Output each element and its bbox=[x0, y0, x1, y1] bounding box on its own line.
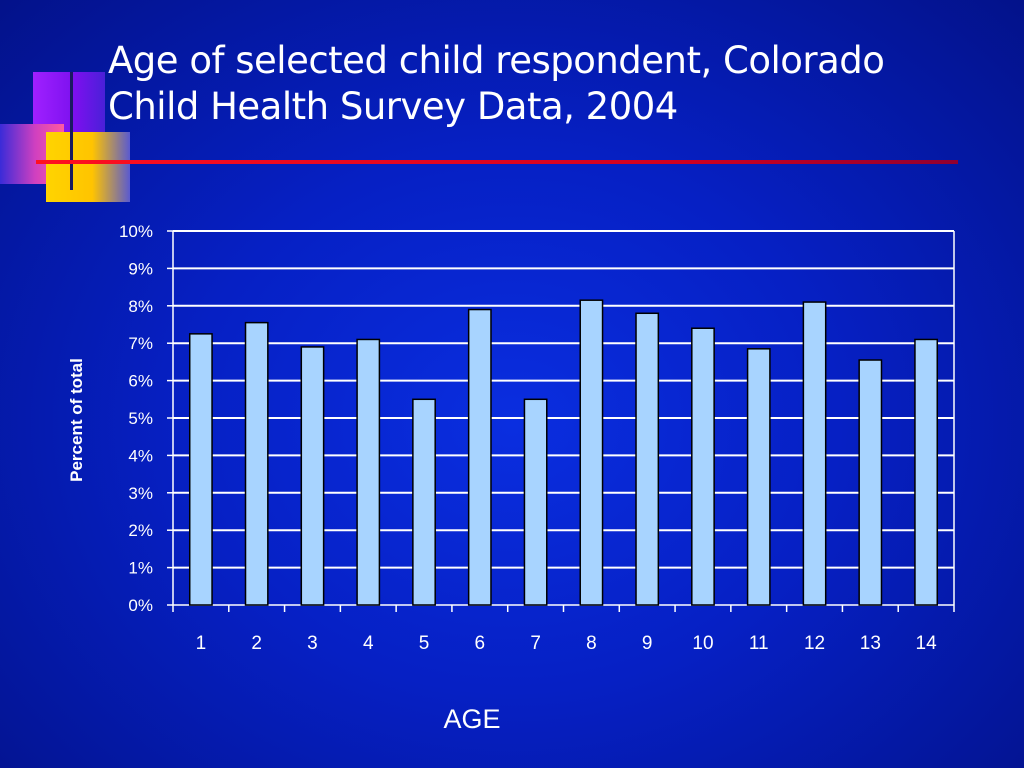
y-tick-label: 9% bbox=[128, 259, 153, 278]
x-tick-label: 10 bbox=[692, 633, 713, 654]
page-title-line-2: Child Health Survey Data, 2004 bbox=[108, 85, 678, 128]
x-tick-label: 3 bbox=[307, 633, 318, 654]
y-tick-label: 6% bbox=[128, 372, 153, 391]
bar bbox=[858, 359, 883, 606]
bar bbox=[467, 308, 492, 606]
bar bbox=[746, 348, 771, 606]
x-tick-label: 1 bbox=[196, 633, 207, 654]
x-tick-label: 4 bbox=[363, 633, 374, 654]
bar bbox=[802, 301, 827, 606]
page-title-line-1: Age of selected child respondent, Colora… bbox=[108, 39, 885, 82]
x-tick-label: 11 bbox=[749, 633, 769, 654]
title-underline-rule bbox=[36, 160, 958, 164]
y-tick-label: 1% bbox=[128, 559, 153, 578]
x-tick-label: 7 bbox=[530, 633, 541, 654]
bar bbox=[300, 346, 325, 606]
bar bbox=[188, 333, 213, 606]
page-title: Age of selected child respondent, Colora… bbox=[108, 38, 988, 130]
x-tick-label: 8 bbox=[586, 633, 597, 654]
bar bbox=[356, 338, 381, 606]
bar bbox=[635, 312, 660, 606]
x-tick-label: 13 bbox=[860, 633, 881, 654]
y-tick-label: 2% bbox=[128, 521, 153, 540]
x-axis-title: AGE bbox=[443, 704, 500, 734]
y-tick-label: 10% bbox=[119, 222, 153, 241]
decorative-yellow-square bbox=[46, 132, 130, 202]
bar bbox=[579, 299, 604, 606]
bar bbox=[523, 398, 548, 606]
x-tick-label: 6 bbox=[475, 633, 486, 654]
decorative-vertical-line bbox=[70, 72, 73, 190]
y-tick-label: 5% bbox=[128, 409, 153, 428]
bar bbox=[691, 327, 715, 606]
y-tick-label: 4% bbox=[128, 446, 153, 465]
bar bbox=[244, 321, 269, 606]
bar bbox=[914, 338, 939, 606]
y-tick-label: 8% bbox=[128, 297, 153, 316]
y-tick-label: 3% bbox=[128, 484, 153, 503]
x-tick-label: 12 bbox=[804, 633, 825, 654]
y-axis-title: Percent of total bbox=[67, 358, 86, 482]
x-tick-label: 5 bbox=[419, 633, 430, 654]
y-tick-label: 0% bbox=[128, 596, 153, 615]
x-tick-label: 14 bbox=[916, 633, 938, 654]
x-tick-label: 9 bbox=[642, 633, 653, 654]
y-tick-label: 7% bbox=[128, 334, 153, 353]
x-tick-label: 2 bbox=[251, 633, 262, 654]
bar bbox=[412, 398, 436, 606]
